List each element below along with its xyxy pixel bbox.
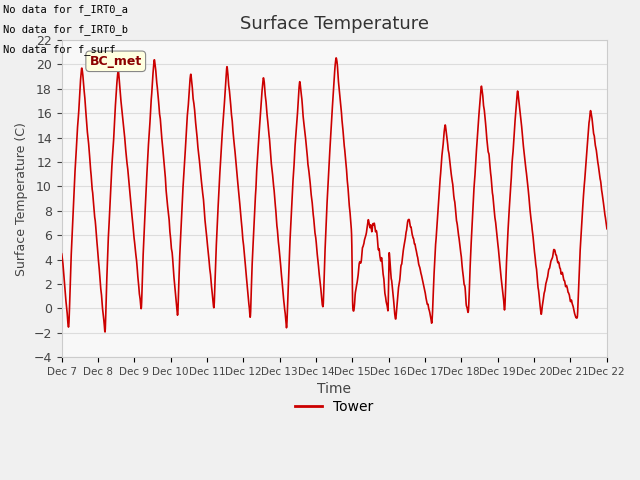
Text: BC_met: BC_met <box>90 55 142 68</box>
Text: No data for f_IRT0_b: No data for f_IRT0_b <box>3 24 128 35</box>
X-axis label: Time: Time <box>317 382 351 396</box>
Title: Surface Temperature: Surface Temperature <box>239 15 429 33</box>
Legend: Tower: Tower <box>289 395 380 420</box>
Y-axis label: Surface Temperature (C): Surface Temperature (C) <box>15 121 28 276</box>
Text: No data for f_IRT0_a: No data for f_IRT0_a <box>3 4 128 15</box>
Text: No data for f_surf: No data for f_surf <box>3 44 116 55</box>
